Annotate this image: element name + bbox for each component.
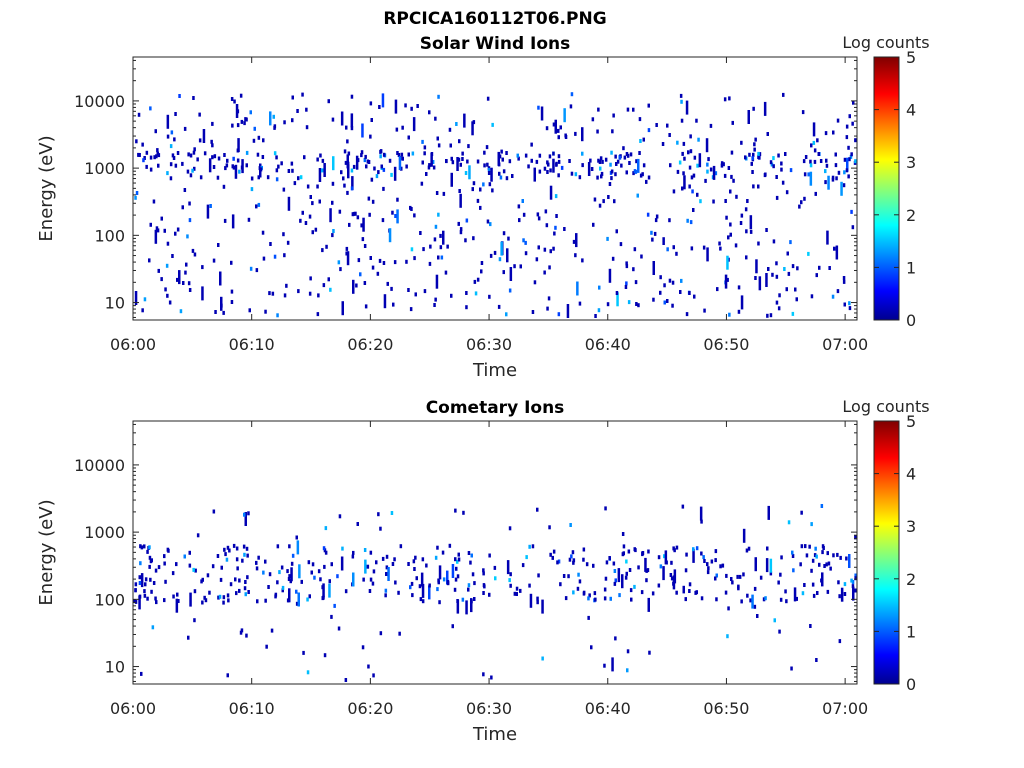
colorbar-label: Log counts [842, 33, 929, 52]
figure-title: RPCICA160112T06.PNG [383, 9, 606, 29]
plot-area [133, 421, 857, 684]
panel-title: Cometary Ions [426, 398, 565, 418]
y-tick-label: 100 [94, 590, 125, 609]
x-tick-label: 07:00 [822, 335, 868, 354]
noise-cells [133, 504, 857, 682]
colorbar-tick-label: 5 [906, 412, 916, 431]
y-tick-label: 100 [94, 226, 125, 245]
y-axis-label: Energy (eV) [36, 499, 57, 605]
y-axis-label: Energy (eV) [36, 135, 57, 241]
colorbar-tick-label: 4 [906, 465, 916, 484]
x-tick-label: 06:00 [110, 335, 156, 354]
y-tick-label: 10 [105, 658, 125, 677]
x-tick-label: 06:40 [585, 699, 631, 718]
x-tick-label: 06:10 [229, 335, 275, 354]
colorbar-tick-label: 1 [906, 258, 916, 277]
colorbar [873, 56, 900, 321]
colorbar-tick-label: 3 [906, 517, 916, 536]
colorbar-label: Log counts [842, 397, 929, 416]
colorbar-tick-label: 2 [906, 206, 916, 225]
x-tick-label: 06:10 [229, 699, 275, 718]
x-tick-label: 06:50 [703, 699, 749, 718]
x-tick-label: 06:30 [466, 699, 512, 718]
y-tick-label: 10 [105, 294, 125, 313]
x-tick-label: 07:00 [822, 699, 868, 718]
colorbar-tick-label: 0 [906, 311, 916, 330]
colorbar-tick-label: 2 [906, 570, 916, 589]
x-tick-label: 06:30 [466, 335, 512, 354]
plot-area [133, 57, 857, 320]
y-tick-label: 1000 [84, 523, 125, 542]
noise-cells [134, 92, 857, 318]
colorbar-tick-label: 3 [906, 153, 916, 172]
x-tick-label: 06:20 [347, 335, 393, 354]
x-tick-label: 06:00 [110, 699, 156, 718]
y-tick-label: 1000 [84, 159, 125, 178]
y-tick-label: 10000 [74, 456, 125, 475]
colorbar-tick-label: 0 [906, 675, 916, 694]
colorbar-tick-label: 4 [906, 101, 916, 120]
colorbar [873, 420, 900, 685]
x-axis-label: Time [472, 360, 517, 381]
x-axis-label: Time [472, 724, 517, 745]
colorbar-tick-label: 1 [906, 622, 916, 641]
panel-title: Solar Wind Ions [420, 34, 571, 54]
x-tick-label: 06:50 [703, 335, 749, 354]
x-tick-label: 06:40 [585, 335, 631, 354]
colorbar-tick-label: 5 [906, 48, 916, 67]
y-tick-label: 10000 [74, 92, 125, 111]
x-tick-label: 06:20 [347, 699, 393, 718]
